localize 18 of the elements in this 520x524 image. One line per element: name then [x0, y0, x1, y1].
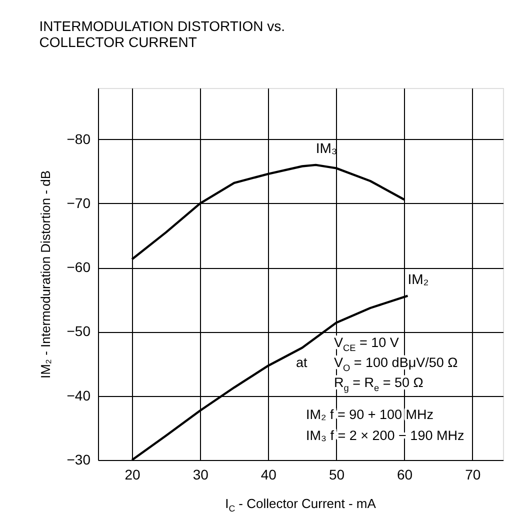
x-tick-label: 40: [260, 466, 277, 482]
annotation: IM₂ f = 90 + 100 MHz: [306, 407, 434, 422]
x-tick-label: 20: [124, 466, 141, 482]
x-tick-label: 60: [397, 466, 413, 482]
y-axis-title: IM₂ - Intermoduration Distortion - dB: [38, 170, 53, 379]
y-tick-label: −50: [66, 323, 91, 340]
series-label: IM₃: [316, 140, 338, 156]
x-tick-label: 70: [465, 466, 481, 482]
y-tick-label: −40: [66, 387, 91, 404]
y-tick-label: −30: [66, 452, 91, 468]
annotation: at: [296, 355, 308, 370]
y-tick-label: −70: [66, 194, 91, 211]
y-tick-label: −80: [66, 130, 91, 147]
series-label: IM₂: [408, 270, 429, 287]
chart-title: INTERMODULATION DISTORTION vs. COLLECTOR CURRENT: [39, 18, 286, 50]
y-tick-label: −60: [66, 259, 91, 276]
x-tick-label: 50: [328, 466, 345, 482]
x-tick-label: 30: [192, 466, 209, 482]
